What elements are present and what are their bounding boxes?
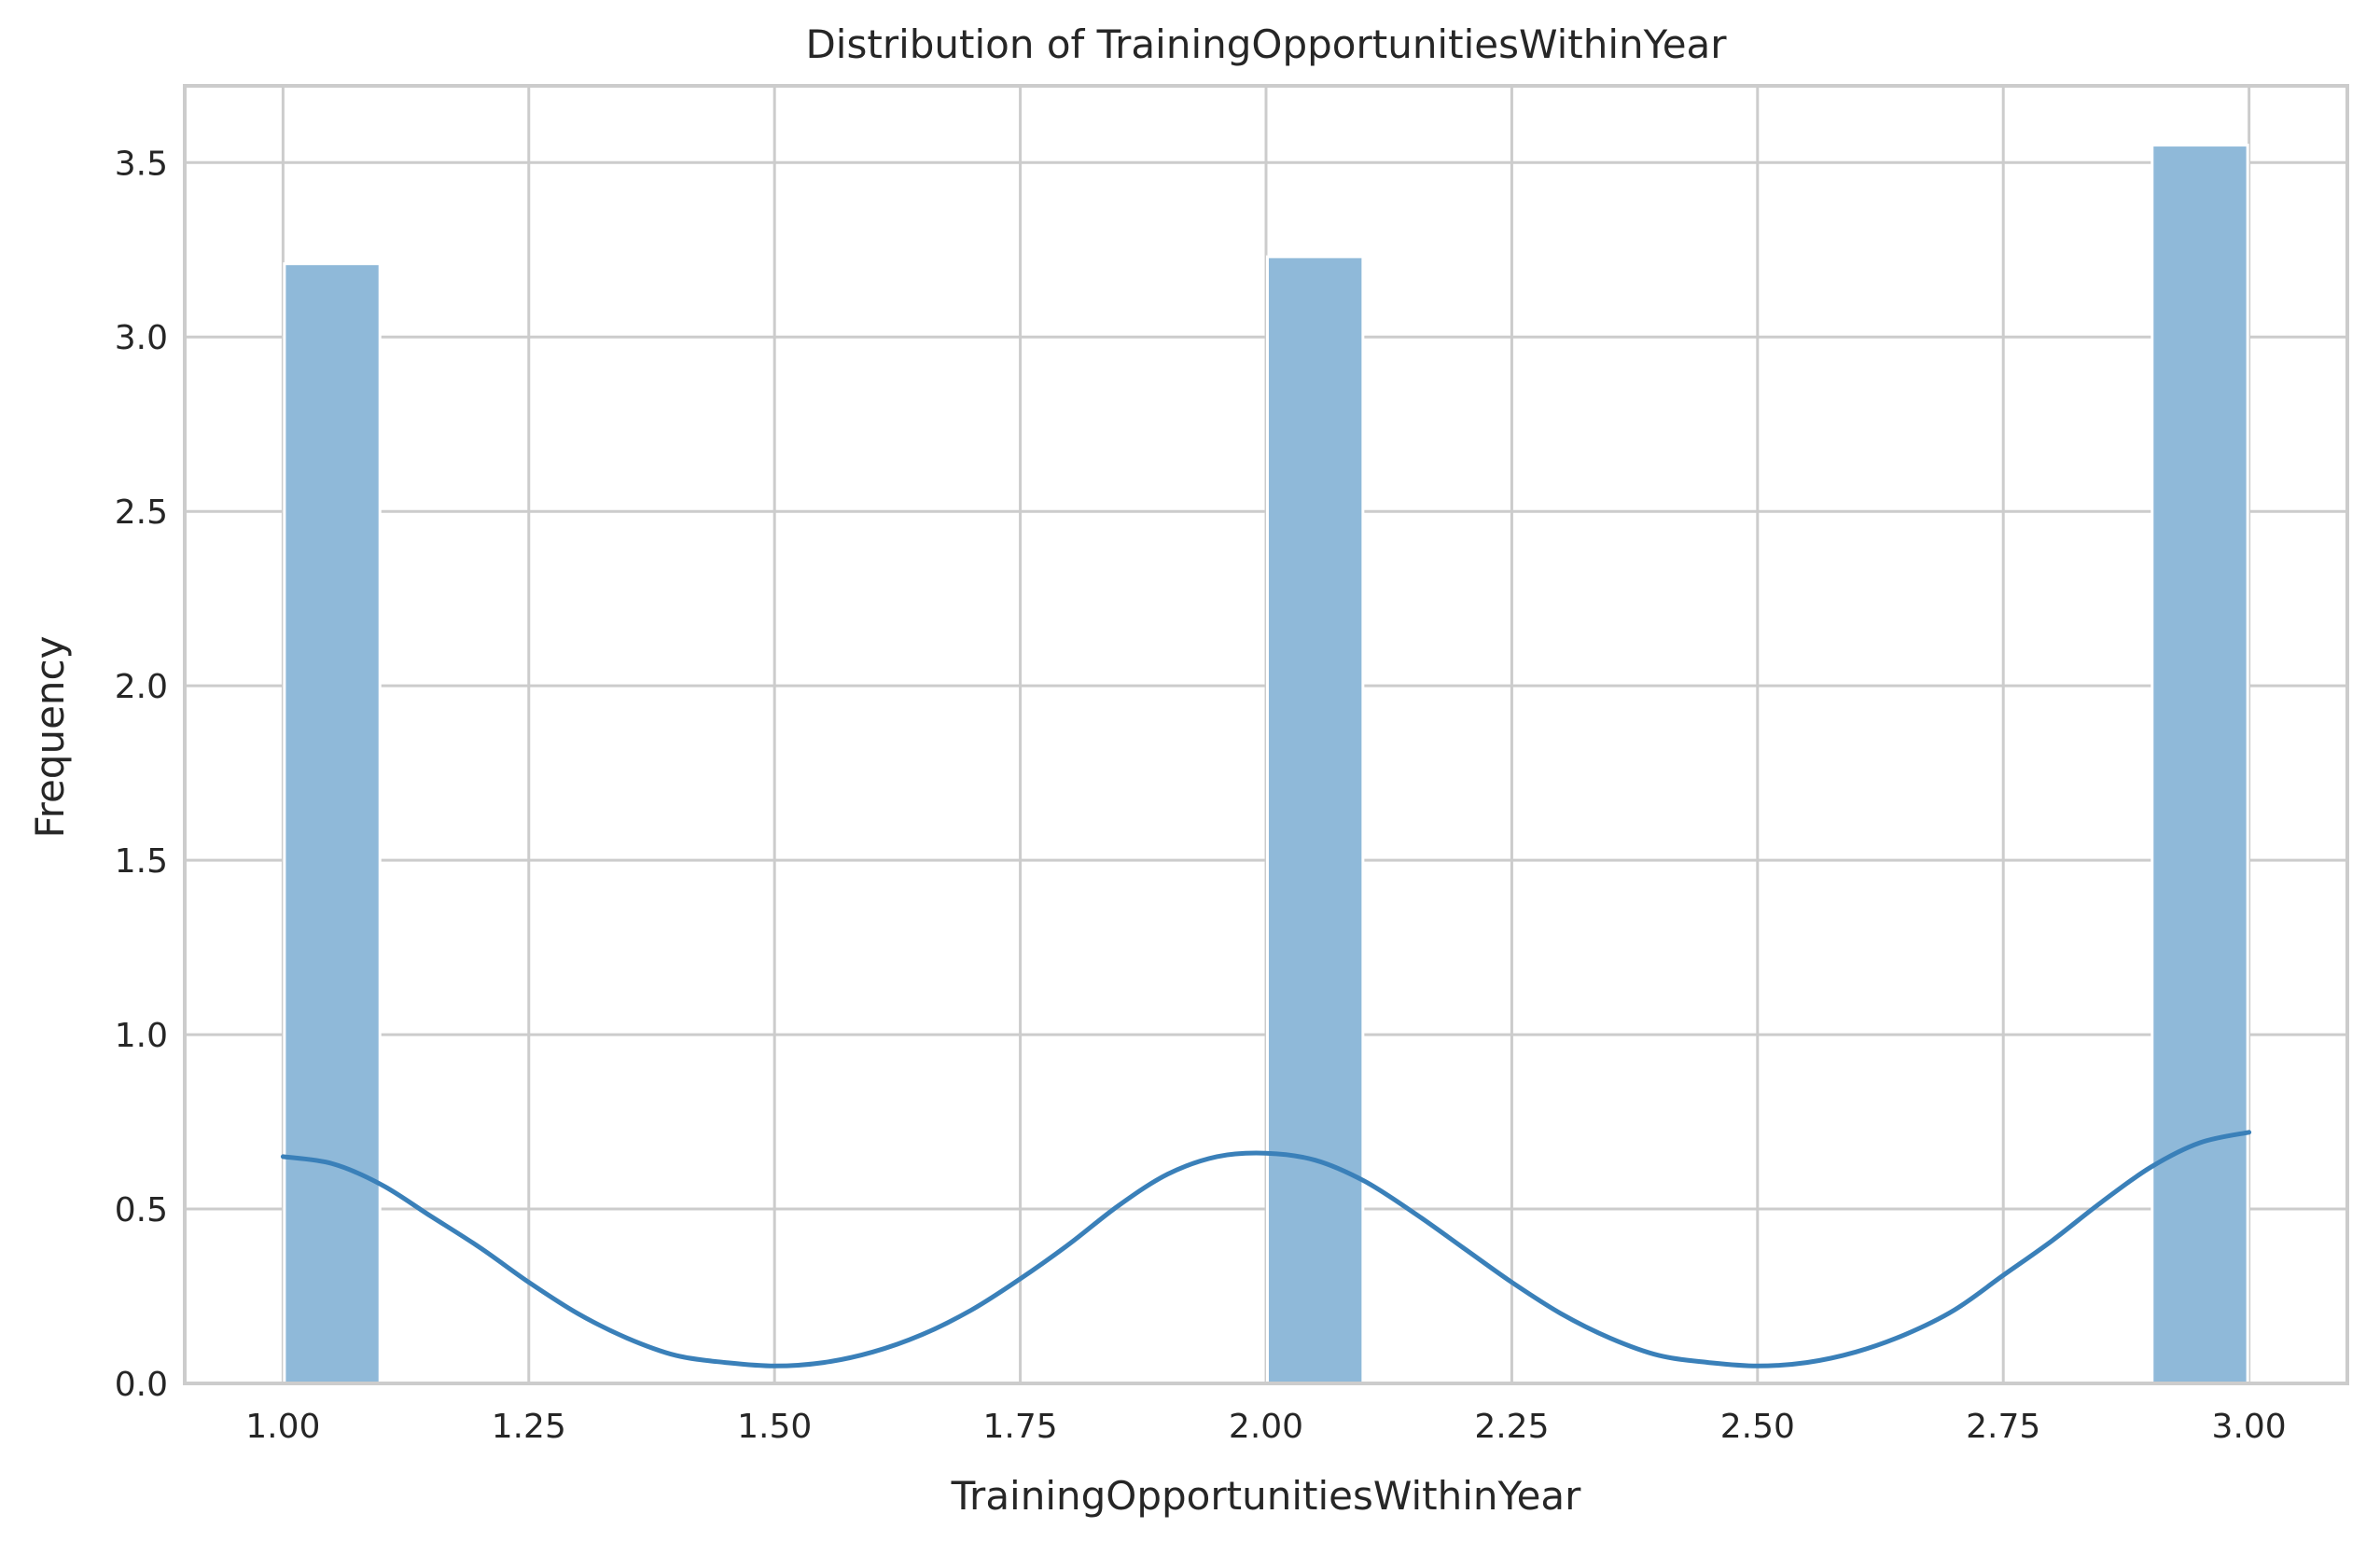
x-tick-label: 2.50 [1720,1408,1795,1446]
x-tick-label: 2.25 [1474,1408,1549,1446]
plot-frame [183,84,2349,1385]
chart-title: Distribution of TrainingOpportunitiesWit… [805,21,1727,67]
y-tick-label: 3.0 [115,319,168,357]
kde-curve-group [280,1130,2252,1368]
y-tick-label: 2.0 [115,668,168,706]
x-tick-label: 1.25 [492,1408,566,1446]
x-tick-label: 1.00 [245,1408,320,1446]
y-tick-label: 1.5 [115,842,168,881]
histogram-bar [2150,144,2249,1385]
histogram-bars [283,144,2249,1385]
y-tick-label: 0.5 [115,1191,168,1229]
x-tick-label: 2.00 [1229,1408,1303,1446]
x-tick-labels: 1.00 1.25 1.50 1.75 2.00 2.25 2.50 2.75 3.00 [245,1408,2286,1446]
y-tick-label: 3.5 [115,145,168,183]
x-axis-label: TrainingOpportunitiesWithinYear [951,1473,1582,1519]
y-tick-label: 0.0 [115,1366,168,1404]
x-tick-label: 2.75 [1966,1408,2040,1446]
x-tick-label: 3.00 [2212,1408,2287,1446]
x-tick-label: 1.75 [983,1408,1058,1446]
y-tick-label: 2.5 [115,493,168,532]
histogram-bar [1266,255,1365,1385]
kde-curve [280,1130,2252,1368]
histogram-bar [283,262,382,1385]
y-tick-labels: 0.0 0.5 1.0 1.5 2.0 2.5 3.0 3.5 [115,145,168,1404]
x-tick-label: 1.50 [737,1408,812,1446]
y-tick-label: 1.0 [115,1017,168,1055]
y-axis-label: Frequency [27,636,73,839]
